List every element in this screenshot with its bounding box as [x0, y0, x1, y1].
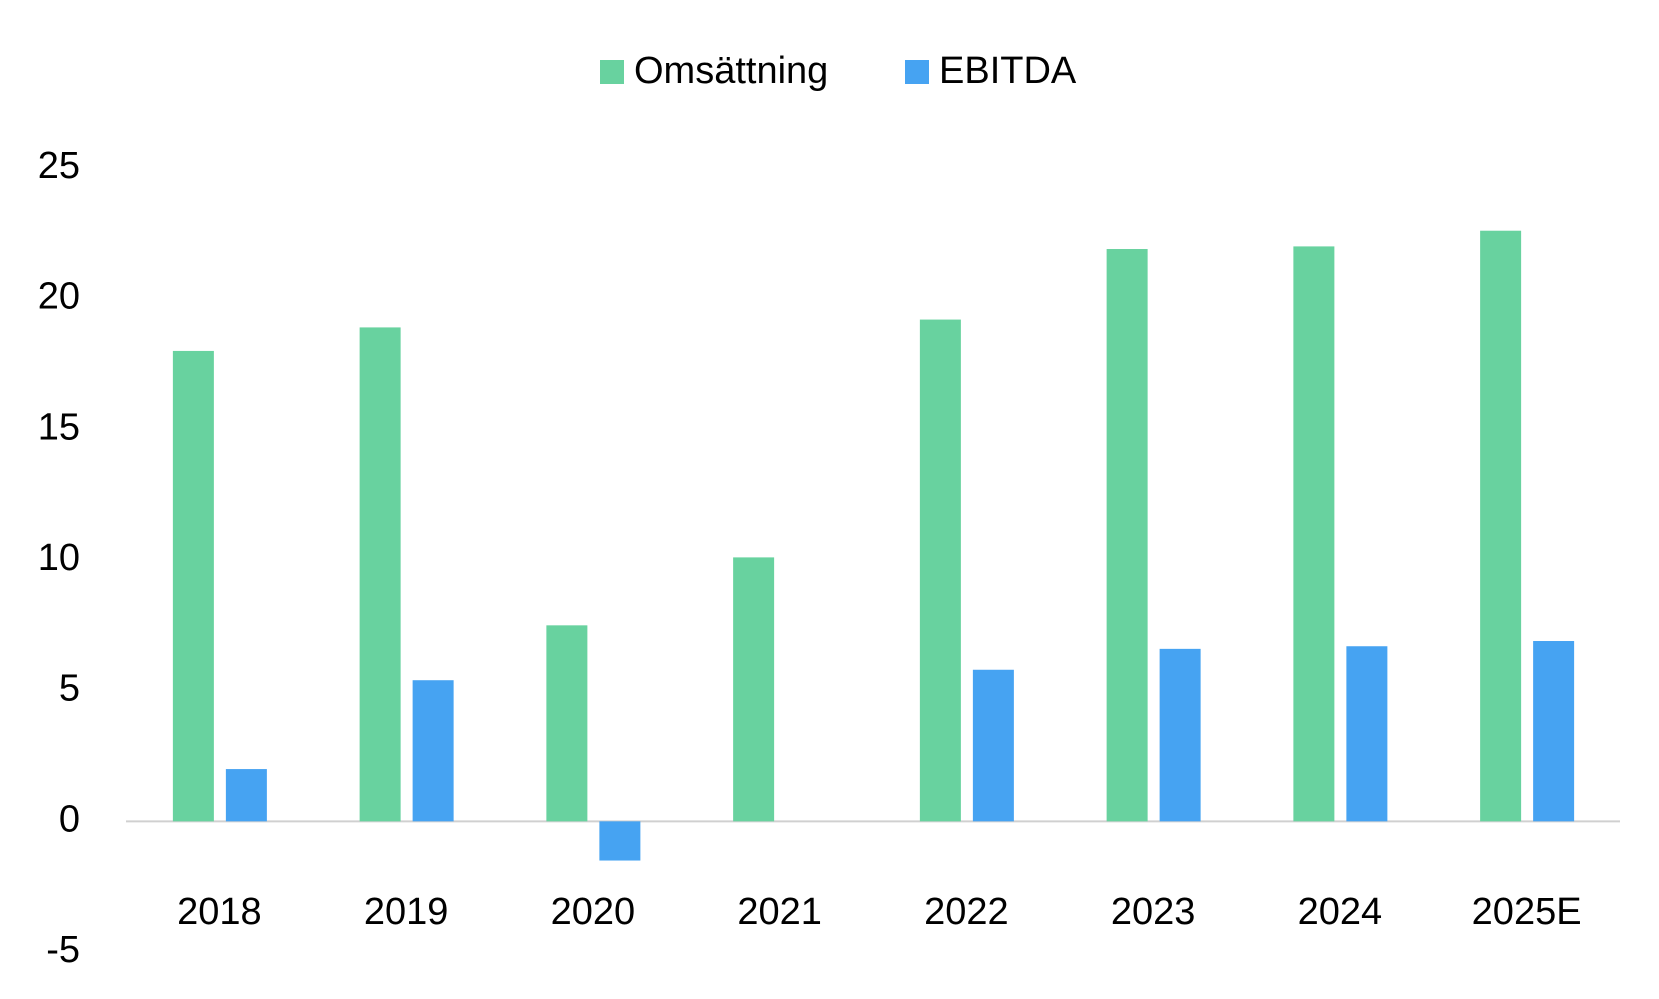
x-tick-label: 2020 [551, 891, 636, 933]
x-tick-label: 2023 [1111, 891, 1196, 933]
y-tick-label: 25 [38, 145, 80, 187]
y-tick-label: 15 [38, 406, 80, 448]
bar [733, 557, 775, 822]
x-tick-label: 2024 [1298, 891, 1383, 933]
x-tick-label: 2021 [737, 891, 822, 933]
bar [1159, 648, 1201, 822]
y-tick-label: -5 [46, 929, 80, 971]
bar [919, 319, 961, 822]
legend-label: Omsättning [634, 50, 828, 92]
x-tick-label: 2025E [1472, 891, 1582, 933]
x-tick-label: 2018 [177, 891, 262, 933]
bar [599, 821, 641, 861]
bar [1106, 249, 1148, 822]
x-tick-label: 2019 [364, 891, 449, 933]
legend-label: EBITDA [939, 50, 1077, 92]
bar [225, 769, 267, 822]
bar [359, 327, 401, 822]
y-tick-label: 10 [38, 537, 80, 579]
x-tick-label: 2022 [924, 891, 1009, 933]
bar [1346, 646, 1388, 822]
bar [172, 350, 214, 822]
legend-swatch [905, 60, 929, 84]
bar [1293, 246, 1335, 822]
bar [972, 669, 1014, 822]
bar [1533, 641, 1575, 822]
y-tick-label: 0 [59, 798, 80, 840]
legend-swatch [600, 60, 624, 84]
bar [1480, 230, 1522, 822]
y-tick-label: 5 [59, 668, 80, 710]
y-tick-label: 20 [38, 276, 80, 318]
bar [412, 680, 454, 822]
bar [546, 625, 588, 822]
